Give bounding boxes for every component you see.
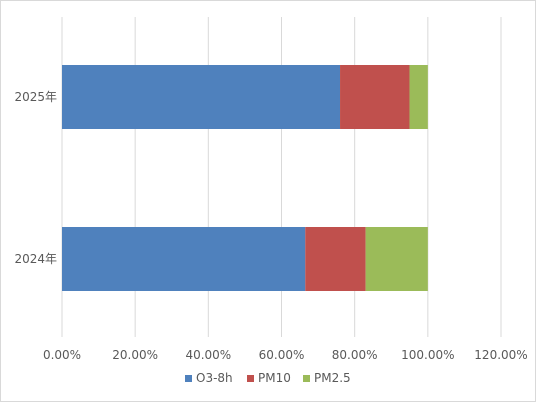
bar-o3-8h-1 bbox=[62, 227, 306, 291]
x-tick-labels: 0.00% 20.00% 40.00% 60.00% 80.00% 100.00% 120.… bbox=[43, 348, 528, 362]
legend-swatch-0 bbox=[185, 375, 192, 382]
bar-pm10-1 bbox=[305, 227, 366, 291]
x-tick-label-3: 60.00% bbox=[259, 348, 305, 362]
bar-pm10-0 bbox=[340, 65, 410, 129]
y-tick-label-1: 2024年 bbox=[14, 252, 57, 266]
y-tick-labels: 2025年 2024年 bbox=[14, 90, 57, 266]
x-tick-label-1: 20.00% bbox=[112, 348, 158, 362]
x-tick-label-0: 0.00% bbox=[43, 348, 81, 362]
legend-swatch-2 bbox=[303, 375, 310, 382]
legend-label-1: PM10 bbox=[258, 371, 291, 385]
bar-o3-8h-0 bbox=[62, 65, 341, 129]
x-tick-label-4: 80.00% bbox=[332, 348, 378, 362]
x-tick-label-5: 100.00% bbox=[401, 348, 454, 362]
y-tick-label-0: 2025年 bbox=[14, 90, 57, 104]
x-tick-label-6: 120.00% bbox=[474, 348, 527, 362]
bar-pm2-5-0 bbox=[409, 65, 428, 129]
legend-label-0: O3-8h bbox=[196, 371, 233, 385]
bar-pm2-5-1 bbox=[365, 227, 428, 291]
legend-label-2: PM2.5 bbox=[314, 371, 351, 385]
legend-swatch-1 bbox=[247, 375, 254, 382]
x-tick-label-2: 40.00% bbox=[185, 348, 231, 362]
bars-layer bbox=[62, 65, 428, 291]
legend: O3-8h PM10 PM2.5 bbox=[185, 371, 351, 385]
